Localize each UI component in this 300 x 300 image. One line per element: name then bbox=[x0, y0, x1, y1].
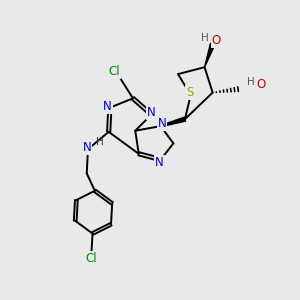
Text: N: N bbox=[155, 156, 164, 169]
Text: H: H bbox=[96, 137, 103, 147]
Text: N: N bbox=[147, 106, 156, 119]
Polygon shape bbox=[205, 43, 215, 67]
Text: Cl: Cl bbox=[85, 252, 97, 266]
Text: H: H bbox=[247, 77, 255, 87]
Polygon shape bbox=[160, 117, 185, 127]
Text: Cl: Cl bbox=[109, 65, 120, 78]
Text: O: O bbox=[256, 79, 265, 92]
Text: H: H bbox=[201, 33, 208, 43]
Text: N: N bbox=[158, 117, 166, 130]
Text: N: N bbox=[82, 141, 91, 154]
Text: O: O bbox=[212, 34, 221, 47]
Text: N: N bbox=[103, 100, 112, 113]
Text: S: S bbox=[186, 85, 193, 99]
